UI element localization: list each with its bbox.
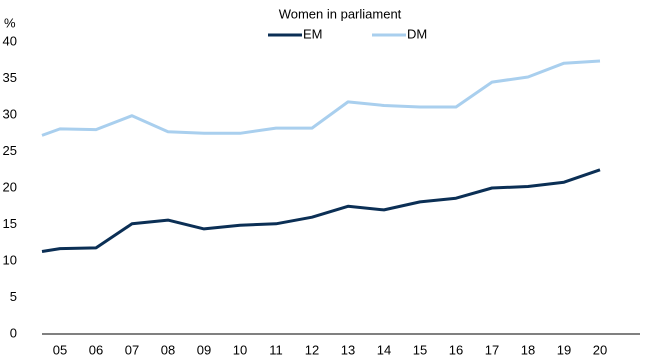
y-tick-label: 40 — [3, 33, 17, 48]
y-tick-label: 30 — [3, 106, 17, 121]
x-tick-label: 08 — [161, 342, 175, 357]
x-tick-label: 14 — [377, 342, 391, 357]
x-tick-label: 12 — [305, 342, 319, 357]
x-tick-label: 18 — [521, 342, 535, 357]
y-tick-label: 35 — [3, 70, 17, 85]
x-tick-label: 16 — [449, 342, 463, 357]
chart-title: Women in parliament — [279, 6, 402, 21]
x-tick-label: 15 — [413, 342, 427, 357]
x-tick-label: 06 — [89, 342, 103, 357]
y-tick-label: 15 — [3, 216, 17, 231]
y-tick-label: 25 — [3, 143, 17, 158]
x-tick-label: 19 — [557, 342, 571, 357]
x-tick-label: 05 — [53, 342, 67, 357]
x-tick-label: 07 — [125, 342, 139, 357]
x-tick-label: 13 — [341, 342, 355, 357]
series-line — [41, 59, 601, 137]
y-tick-label: 20 — [3, 179, 17, 194]
series-line — [41, 168, 601, 253]
x-tick-label: 10 — [233, 342, 247, 357]
x-tick-label: 17 — [485, 342, 499, 357]
legend-label: EM — [303, 26, 323, 41]
y-tick-label: 5 — [10, 289, 17, 304]
x-tick-label: 20 — [593, 342, 607, 357]
y-axis-label: % — [4, 15, 16, 30]
x-tick-label: 09 — [197, 342, 211, 357]
y-tick-label: 0 — [10, 325, 17, 340]
legend-label: DM — [407, 26, 427, 41]
y-tick-label: 10 — [3, 252, 17, 267]
x-tick-label: 11 — [269, 342, 283, 357]
